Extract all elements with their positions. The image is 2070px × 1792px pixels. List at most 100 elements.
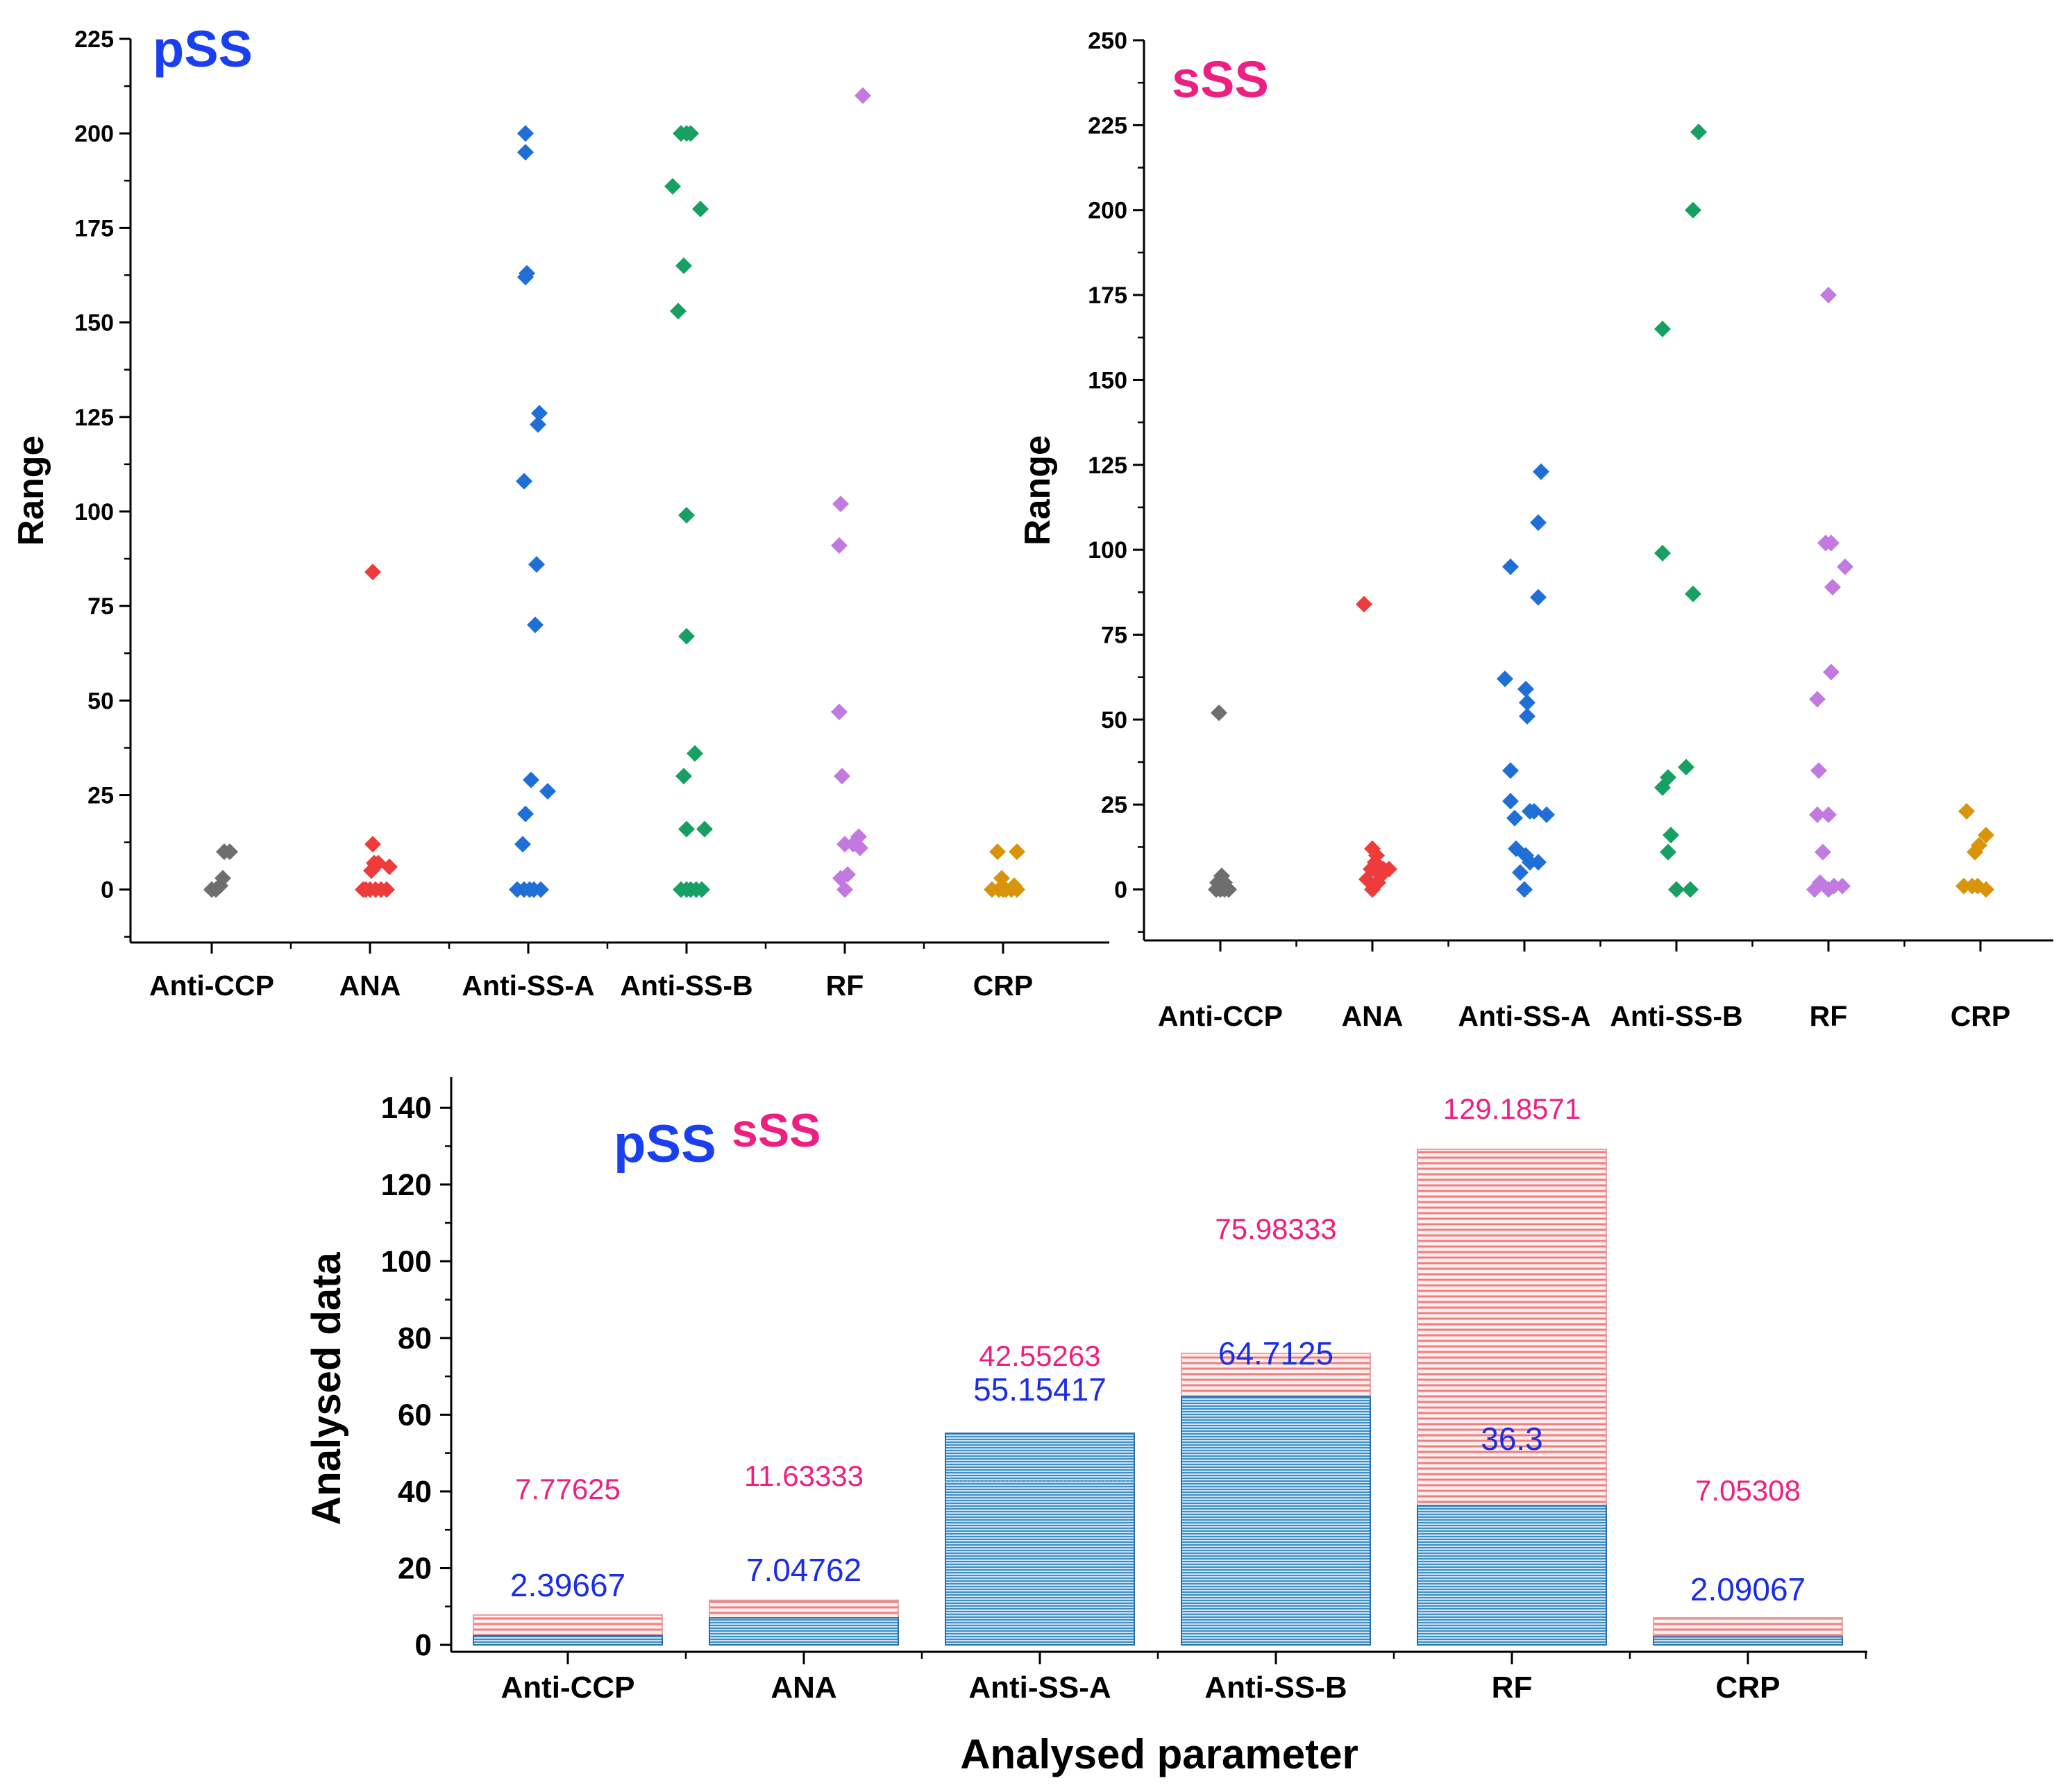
data-point	[831, 703, 848, 720]
x-tick-label: ANA	[339, 970, 401, 1001]
data-point	[675, 768, 692, 785]
data-point	[832, 496, 849, 513]
y-tick-label: 25	[1101, 792, 1127, 818]
y-tick-label: 0	[1114, 877, 1127, 904]
data-point	[1663, 827, 1679, 844]
series-CRP	[984, 843, 1025, 898]
y-tick-label: 175	[1088, 282, 1127, 309]
data-point	[1654, 545, 1671, 562]
x-tick-label: ANA	[771, 1671, 836, 1705]
data-point	[1809, 806, 1826, 823]
series-ANA	[355, 564, 398, 898]
x-tick-label: Anti-SS-B	[620, 970, 752, 1001]
data-point	[1506, 809, 1523, 827]
data-point	[1363, 861, 1379, 878]
y-tick-label: 250	[1088, 28, 1127, 54]
data-point	[532, 881, 549, 898]
series-Anti-SS-A	[1497, 463, 1555, 898]
series-Anti-SS-B	[664, 125, 713, 898]
scatter-panel-pSS: 0 25 50 75 100 125 150 175 200 225 Anti-CCP ANA Anti…	[11, 20, 1109, 1001]
data-point	[1810, 762, 1827, 779]
data-point	[1971, 836, 1987, 854]
data-point	[682, 125, 699, 142]
data-point	[998, 881, 1014, 898]
data-point	[1009, 843, 1025, 861]
x-tick-label: CRP	[1716, 1671, 1781, 1705]
data-labels: 2.39667 7.77625 7.04762 11.63333 55.1541742.…	[510, 1092, 1806, 1607]
data-point	[1364, 840, 1381, 857]
data-point	[831, 536, 848, 554]
data-point	[1678, 759, 1694, 776]
data-point	[527, 616, 544, 634]
data-point	[1978, 881, 1994, 898]
data-point	[1690, 124, 1707, 141]
series-RF	[831, 87, 871, 898]
data-point	[696, 820, 713, 838]
data-point	[221, 843, 238, 861]
data-point	[364, 836, 381, 853]
data-point	[517, 125, 534, 142]
y-tick-label: 25	[87, 783, 114, 809]
series-Anti-CCP	[1208, 704, 1237, 898]
data-label-sss: 11.63333	[744, 1460, 864, 1492]
y-tick-label: 150	[74, 310, 114, 337]
bar-pss-Anti-CCP	[473, 1634, 663, 1646]
series-ANA	[1356, 595, 1397, 898]
y-tick-label: 225	[74, 26, 114, 53]
y-axis-label: Range	[11, 436, 51, 546]
series-RF	[1806, 287, 1853, 898]
data-label-pss: 36.3	[1481, 1421, 1543, 1457]
y-tick-label: 20	[398, 1551, 432, 1585]
data-point	[1517, 680, 1534, 698]
x-tick-label: Anti-CCP	[149, 970, 274, 1001]
data-point	[1502, 793, 1519, 810]
data-point	[1516, 881, 1533, 898]
bar-pss-ANA	[709, 1617, 899, 1646]
data-point	[678, 627, 695, 645]
data-label-pss: 55.15417	[973, 1371, 1106, 1408]
data-point	[514, 836, 531, 853]
y-tick-label: 80	[398, 1321, 432, 1355]
data-point	[1519, 694, 1535, 711]
data-point	[539, 783, 556, 800]
bar-panel: 0 20 40 60 80 100 120 140 Anti-CCP ANA Anti-SS-A An…	[304, 1077, 1867, 1777]
data-point	[1812, 874, 1828, 891]
x-tick-label: RF	[1492, 1671, 1533, 1705]
data-point	[1685, 201, 1701, 219]
scatter-panel-sSS: 0 25 50 75 100 125 150 175 200 225 250 Anti-CCP ANA A…	[1018, 28, 2053, 1032]
data-point	[1834, 877, 1851, 895]
y-tick-label: 40	[398, 1475, 432, 1509]
data-point	[1660, 843, 1676, 861]
data-point	[378, 881, 395, 898]
y-tick-label: 50	[1101, 707, 1127, 734]
series-Anti-SS-B	[1654, 124, 1707, 898]
x-tick-label: RF	[1810, 1000, 1848, 1032]
data-point	[1685, 585, 1701, 602]
data-point	[1530, 589, 1547, 606]
data-point	[1823, 534, 1840, 552]
legend-sss: sSS	[732, 1104, 821, 1157]
data-point	[834, 768, 850, 785]
x-tick-label: ANA	[1342, 1000, 1404, 1032]
x-tick-label: RF	[826, 970, 864, 1001]
data-point	[1809, 691, 1826, 708]
x-tick-label: Anti-SS-A	[968, 1671, 1111, 1705]
series-CRP	[1955, 803, 1994, 898]
data-label-pss: 2.09067	[1690, 1571, 1806, 1607]
data-point	[528, 556, 545, 573]
bars	[473, 1148, 1843, 1646]
y-tick-label: 175	[74, 215, 114, 242]
data-point	[692, 201, 709, 218]
data-point	[1356, 595, 1372, 613]
data-point	[1837, 558, 1853, 575]
data-point	[517, 805, 534, 822]
data-point	[675, 257, 692, 274]
y-tick-label: 75	[1101, 623, 1127, 649]
data-point	[1502, 762, 1519, 779]
y-tick-label: 60	[398, 1398, 432, 1432]
data-label-pss: 64.7125	[1218, 1335, 1333, 1371]
x-tick-label: Anti-SS-A	[462, 970, 594, 1001]
data-point	[1211, 704, 1227, 722]
